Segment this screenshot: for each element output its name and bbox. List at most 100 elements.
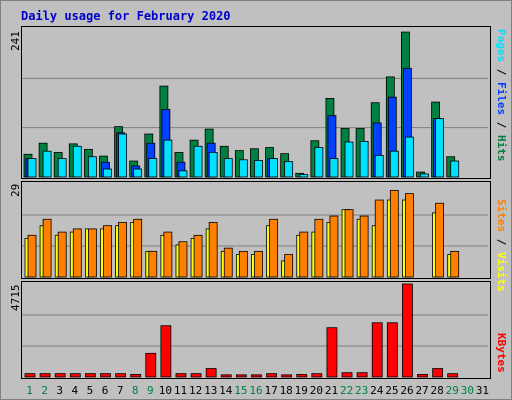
day-label: 22 (340, 384, 353, 397)
kbytes-bar (190, 373, 202, 378)
kbytes-bar (175, 373, 187, 378)
sites-bar (118, 222, 127, 278)
day-label: 15 (234, 384, 247, 397)
kbytes-bar (100, 373, 111, 378)
day-label: 24 (370, 384, 384, 397)
kbytes-bar (432, 368, 444, 378)
kbytes-bar (296, 374, 308, 378)
pages-bar (389, 150, 399, 178)
day-label: 21 (325, 384, 338, 397)
day-label: 18 (280, 384, 293, 397)
pages-bar (269, 158, 278, 178)
day-label: 11 (174, 384, 187, 397)
pages-bar (405, 136, 414, 178)
pages-bar (299, 174, 309, 178)
day-label: 16 (249, 384, 262, 397)
day-label: 31 (476, 384, 489, 397)
kbytes-bar (115, 373, 126, 378)
sites-bar (299, 231, 309, 278)
kbytes-bar (84, 373, 96, 378)
sites-bar (208, 222, 218, 278)
day-label: 25 (385, 384, 398, 397)
kbytes-bar (326, 327, 338, 378)
sites-bar (193, 234, 203, 278)
day-label: 19 (295, 384, 308, 397)
sites-bar (223, 247, 233, 278)
chart-title: Daily usage for February 2020 (21, 9, 231, 23)
day-label: 1 (26, 384, 33, 397)
day-label: 28 (431, 384, 444, 397)
kbytes-bar (130, 374, 142, 378)
kbytes-bar (447, 373, 459, 378)
day-label: 13 (204, 384, 217, 397)
pages-bar (329, 158, 339, 178)
kbytes-bar (266, 373, 277, 378)
sites-bar (435, 202, 445, 278)
sites-bar (329, 215, 339, 278)
day-label: 26 (400, 384, 413, 397)
pages-bar (163, 139, 173, 178)
pages-bar (72, 145, 82, 178)
pages-bar (87, 156, 97, 178)
sites-bar (314, 218, 324, 278)
day-label: 6 (102, 384, 109, 397)
day-label: 2 (41, 384, 48, 397)
pages-bar (223, 158, 233, 178)
kbytes-bar (205, 368, 217, 378)
pages-bar (420, 173, 429, 178)
pages-bar (450, 160, 460, 178)
day-label: 4 (72, 384, 79, 397)
pages-bar (178, 170, 188, 178)
sites-bar (103, 225, 112, 278)
pages-bar (344, 141, 354, 178)
sites-bar (269, 218, 278, 278)
pages-bar (359, 140, 369, 178)
sites-bar (178, 241, 188, 278)
pages-bar (238, 159, 248, 178)
kbytes-bar (39, 373, 51, 378)
sites-bar (57, 231, 67, 278)
pages-bar (374, 155, 384, 178)
pages-bar (254, 160, 263, 178)
pages-bar (193, 145, 203, 178)
sites-bar (133, 218, 143, 278)
kbytes-bar (24, 373, 36, 378)
day-label: 17 (264, 384, 277, 397)
kbytes-bar (54, 373, 66, 378)
pages-bar (314, 147, 324, 178)
day-label: 20 (310, 384, 323, 397)
kbytes-bar (160, 325, 172, 378)
kbytes-bar (402, 283, 413, 378)
day-label: 12 (189, 384, 202, 397)
kbytes-bar (386, 322, 398, 378)
day-label: 23 (355, 384, 368, 397)
day-label: 30 (461, 384, 474, 397)
day-label: 7 (117, 384, 124, 397)
pages-bar (27, 158, 37, 178)
pages-bar (57, 158, 67, 178)
kbytes-bar (341, 372, 353, 378)
day-label: 8 (132, 384, 139, 397)
sites-bar (87, 228, 97, 278)
pages-bar (42, 150, 52, 178)
sites-bar (163, 231, 173, 278)
kbytes-bar (251, 374, 262, 378)
kbytes-bar (311, 373, 323, 378)
sites-bar (450, 250, 460, 278)
kbytes-bar (235, 374, 247, 378)
sites-bar (254, 250, 263, 278)
sites-bar (405, 193, 414, 278)
kbytes-bar (371, 322, 383, 378)
sites-bar (27, 234, 37, 278)
pages-bar (208, 152, 218, 178)
pages-bar (118, 133, 127, 178)
sites-bar (344, 209, 354, 278)
sites-bar (374, 199, 384, 278)
pages-bar (284, 161, 294, 178)
pages-bar (103, 168, 112, 178)
sites-bar (284, 254, 294, 278)
kbytes-bar (145, 352, 157, 378)
day-label: 9 (147, 384, 154, 397)
